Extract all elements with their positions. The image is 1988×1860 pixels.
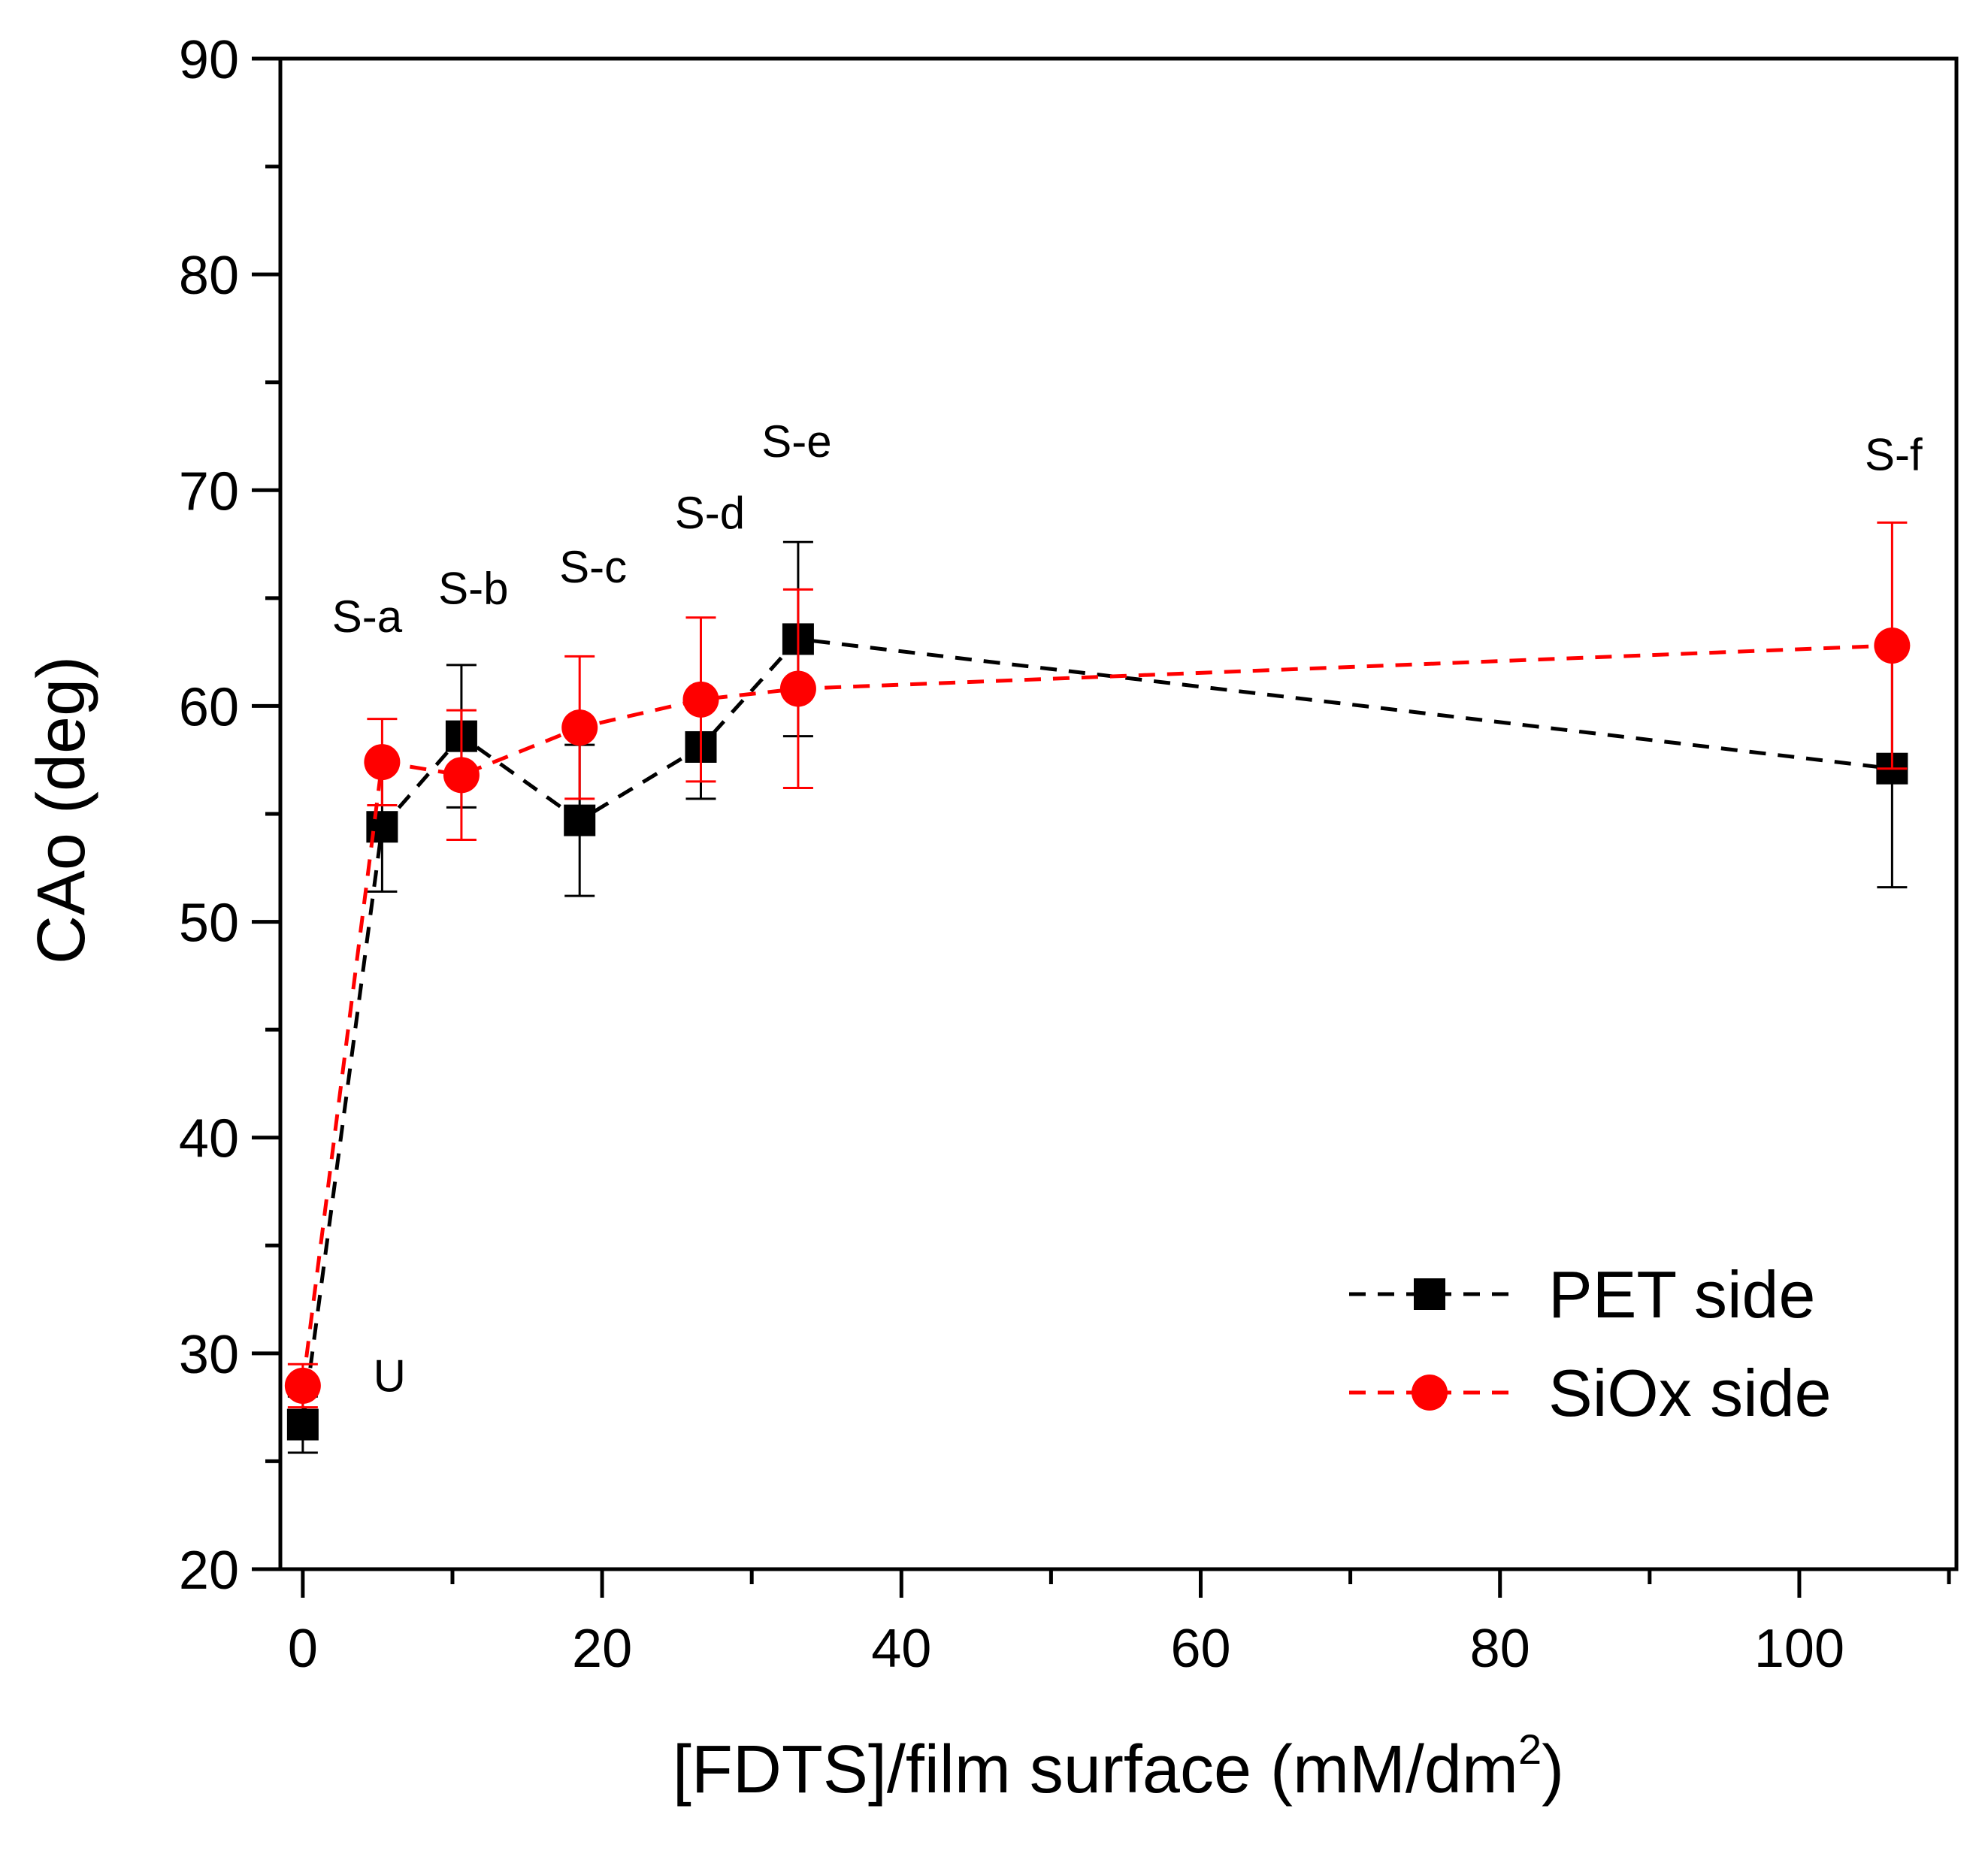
x-axis: 0 20 40 60 80 100 [288,1569,1951,1679]
x-axis-title-superscript: 2 [1518,1725,1542,1773]
data-point [564,804,596,836]
sample-label: S-c [559,542,627,592]
data-point [364,744,401,781]
data-point [682,681,719,718]
sample-label: S-b [438,564,508,614]
sample-label: S-a [332,591,403,642]
legend-item-pet: PET side [1349,1257,1815,1332]
x-tick-label: 100 [1754,1619,1844,1679]
data-point [779,670,816,707]
sample-label: S-d [675,488,745,538]
legend: PET side SiOx side [1349,1257,1832,1430]
y-axis: 20 30 40 50 60 70 80 90 [179,30,280,1601]
x-tick-label: 40 [871,1619,931,1679]
sample-label: U [374,1351,406,1402]
data-point [1874,628,1911,664]
legend-marker-pet [1414,1278,1445,1310]
plot-frame [278,56,1959,1571]
data-point [284,1367,321,1404]
x-axis-title-close: ) [1542,1732,1564,1807]
data-point [443,757,480,794]
legend-label-pet: PET side [1548,1257,1815,1332]
y-tick-label: 30 [179,1325,239,1385]
x-tick-label: 0 [288,1619,318,1679]
sample-label: S-f [1865,429,1923,479]
data-point [561,709,598,746]
sample-labels: U S-a S-b S-c S-d S-e S-f [332,416,1923,1401]
data-point [286,1408,319,1441]
series-1 [284,521,1911,1409]
y-tick-label: 20 [179,1541,239,1601]
y-tick-label: 80 [179,246,239,306]
y-tick-label: 70 [179,461,239,522]
x-axis-title-main: [FDTS]/film surface (mM/dm [673,1732,1518,1807]
y-tick-label: 60 [179,677,239,737]
y-axis-title: CAo (deg) [24,656,99,964]
sample-label: S-e [761,416,831,467]
x-tick-label: 80 [1470,1619,1530,1679]
x-axis-title: [FDTS]/film surface (mM/dm2) [673,1725,1564,1807]
x-tick-label: 60 [1170,1619,1230,1679]
y-tick-label: 90 [179,30,239,90]
legend-item-siox: SiOx side [1349,1356,1832,1430]
series-layer [284,521,1911,1454]
y-tick-label: 40 [179,1109,239,1169]
x-tick-label: 20 [572,1619,632,1679]
y-tick-label: 50 [179,894,239,954]
legend-marker-siox [1412,1375,1448,1411]
legend-label-siox: SiOx side [1548,1356,1832,1430]
